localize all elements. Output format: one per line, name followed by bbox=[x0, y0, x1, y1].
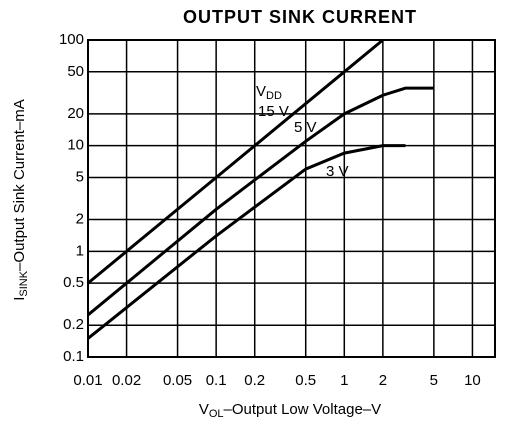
y-tick-label: 2 bbox=[76, 210, 84, 227]
series-label: 15 V bbox=[258, 103, 289, 120]
x-tick-label: 0.02 bbox=[112, 372, 141, 389]
annotation: VDD bbox=[256, 83, 282, 102]
x-tick-label: 0.2 bbox=[244, 372, 265, 389]
plot-frame bbox=[87, 39, 496, 358]
y-tick-label: 10 bbox=[67, 137, 84, 154]
x-tick-label: 0.5 bbox=[295, 372, 316, 389]
x-tick-label: 2 bbox=[379, 372, 387, 389]
x-tick-label: 1 bbox=[340, 372, 348, 389]
x-tick-label: 5 bbox=[430, 372, 438, 389]
line bbox=[87, 86, 434, 317]
y-axis-label: ISINK–Output Sink Current–mA bbox=[11, 99, 30, 301]
x-tick-label: 0.05 bbox=[163, 372, 192, 389]
y-tick-label: 50 bbox=[67, 63, 84, 80]
x-tick-label: 0.1 bbox=[206, 372, 227, 389]
series-label: 3 V bbox=[326, 163, 349, 180]
line bbox=[87, 144, 406, 340]
y-tick-label: 0.1 bbox=[63, 348, 84, 365]
y-tick-label: 100 bbox=[59, 31, 84, 48]
chart-title: OUTPUT SINK CURRENT bbox=[183, 7, 417, 27]
x-tick-label: 0.01 bbox=[73, 372, 102, 389]
y-tick-label: 0.5 bbox=[63, 274, 84, 291]
y-tick-label: 0.2 bbox=[63, 316, 84, 333]
series-label: 5 V bbox=[294, 119, 317, 136]
x-axis-label: VOL–Output Low Voltage–V bbox=[199, 401, 381, 420]
line bbox=[87, 38, 384, 285]
y-tick-label: 1 bbox=[76, 242, 84, 259]
y-tick-label: 5 bbox=[76, 168, 84, 185]
y-tick-label: 20 bbox=[67, 105, 84, 122]
x-tick-label: 10 bbox=[464, 372, 481, 389]
